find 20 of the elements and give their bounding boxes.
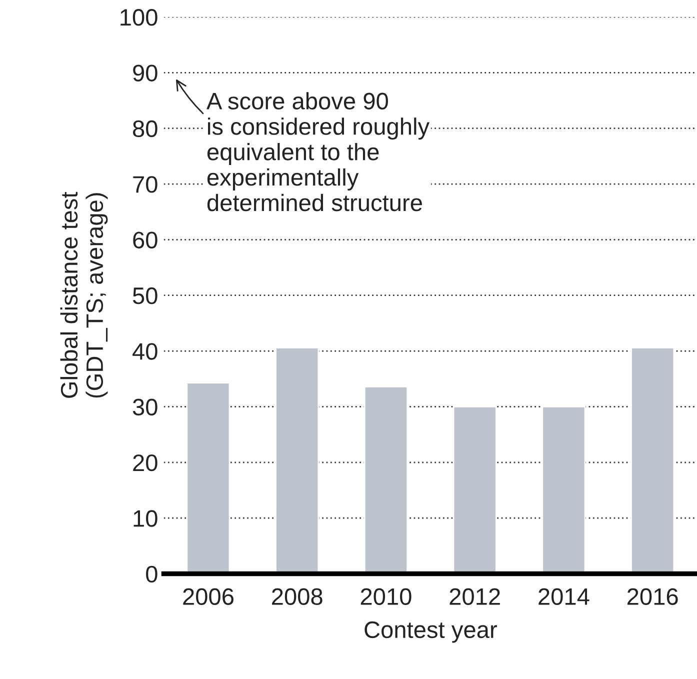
x-tick-label: 2006 bbox=[183, 588, 234, 605]
y-tick-label: 0 bbox=[146, 566, 158, 583]
y-tick-label: 60 bbox=[133, 232, 158, 248]
y-tick-label: 30 bbox=[132, 398, 158, 416]
annotation: A score above 90 is considered roughly equivalent to the experimentally determined structure bbox=[206, 92, 430, 212]
y-tick-label: 100 bbox=[120, 9, 158, 26]
x-tick-label: 2012 bbox=[450, 588, 500, 605]
y-tick-label: 70 bbox=[133, 176, 158, 193]
x-tick-label: 2016 bbox=[627, 588, 678, 605]
x-tick-label: 2008 bbox=[272, 588, 322, 605]
x-tick-label: 2014 bbox=[538, 588, 590, 605]
y-tick-label: 90 bbox=[133, 64, 158, 82]
x-tick-label: 2010 bbox=[360, 588, 412, 605]
y-tick-label: 40 bbox=[132, 343, 158, 360]
y-axis-title: Global distance test (GDT_TS; average) bbox=[60, 192, 108, 398]
x-axis-title: Contest year bbox=[364, 621, 497, 643]
y-tick-label: 10 bbox=[134, 510, 158, 527]
y-tick-label: 20 bbox=[133, 454, 158, 472]
y-tick-label: 50 bbox=[132, 287, 158, 304]
y-tick-label: 80 bbox=[133, 120, 158, 138]
